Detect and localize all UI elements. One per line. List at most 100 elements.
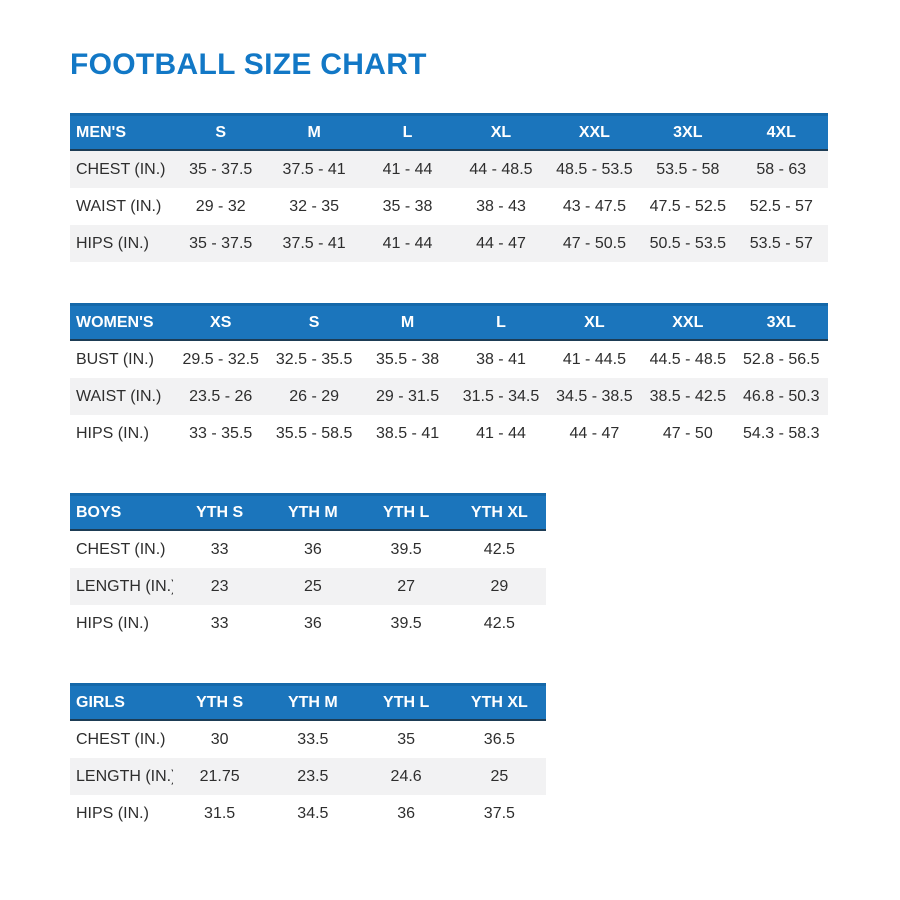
mens-size-col-header: 3XL (641, 113, 735, 151)
size-value: 27 (397, 577, 416, 595)
size-value: 25 (490, 767, 509, 785)
boys-size-col-header: YTH L (359, 493, 453, 531)
page-title: FOOTBALL SIZE CHART (70, 48, 427, 81)
size-value: 44.5 - 48.5 (649, 350, 727, 368)
size-value: 38.5 - 41 (375, 424, 440, 442)
size-value: 38.5 - 42.5 (649, 387, 727, 405)
row-label: CHEST (IN.) (76, 160, 166, 178)
size-value: 33.5 (297, 730, 329, 748)
womens-size-col-header: XXL (641, 303, 735, 341)
size-value: 29 (490, 577, 509, 595)
row-label: WAIST (IN.) (76, 387, 162, 405)
size-value: 43 - 47.5 (562, 197, 626, 215)
size-value: 33 (210, 614, 229, 632)
size-value: 47 - 50 (662, 424, 713, 442)
size-tables: MEN'S S M L XL XXL 3XL 4XL CHEST (IN.) 35 - 37.5 3… (70, 113, 830, 832)
girls-size-col-header: YTH XL (452, 683, 546, 721)
size-value: 37.5 - 41 (282, 160, 346, 178)
mens-size-col-header: XXL (547, 113, 642, 151)
size-value: 29 - 32 (195, 197, 246, 215)
size-value: 41 - 44 (382, 234, 433, 252)
size-value: 35 - 37.5 (189, 234, 253, 252)
girls-row-2: HIPS (IN.) 31.5 34.5 36 37.5 (70, 795, 546, 832)
size-value: 46.8 - 50.3 (743, 387, 820, 405)
size-value: 33 - 35.5 (189, 424, 253, 442)
boys-size-table: BOYS YTH S YTH M YTH L YTH XL CHEST (IN.) 33 36… (70, 493, 546, 642)
mens-size-table: MEN'S S M L XL XXL 3XL 4XL CHEST (IN.) 35 - 37.5 3… (70, 113, 828, 262)
size-value: 38 - 43 (476, 197, 526, 215)
mens-size-col-header: S (174, 113, 268, 151)
size-value: 41 - 44 (476, 424, 526, 442)
girls-row-0: CHEST (IN.) 30 33.5 35 36.5 (70, 720, 546, 758)
womens-size-col-header: M (360, 303, 455, 341)
size-value: 36 (303, 540, 322, 558)
boys-table-title: BOYS (70, 493, 173, 531)
mens-row-0: CHEST (IN.) 35 - 37.5 37.5 - 41 41 - 44 44 -… (70, 150, 828, 188)
boys-row-2: HIPS (IN.) 33 36 39.5 42.5 (70, 605, 546, 642)
size-value: 31.5 - 34.5 (462, 387, 540, 405)
size-value: 47 - 50.5 (562, 234, 626, 252)
row-label: HIPS (IN.) (76, 424, 149, 442)
boys-row-0: CHEST (IN.) 33 36 39.5 42.5 (70, 530, 546, 568)
size-value: 53.5 - 57 (749, 234, 813, 252)
size-value: 48.5 - 53.5 (556, 160, 633, 178)
size-value: 47.5 - 52.5 (649, 197, 727, 215)
row-label: LENGTH (IN.) (76, 767, 173, 785)
size-value: 29 - 31.5 (375, 387, 440, 405)
size-value: 58 - 63 (756, 160, 807, 178)
size-value: 26 - 29 (289, 387, 340, 405)
row-label: HIPS (IN.) (76, 234, 149, 252)
size-value: 52.8 - 56.5 (743, 350, 820, 368)
row-label: CHEST (IN.) (76, 540, 166, 558)
mens-header-row: MEN'S S M L XL XXL 3XL 4XL (70, 113, 828, 151)
boys-size-col-header: YTH S (173, 493, 267, 531)
womens-size-table: WOMEN'S XS S M L XL XXL 3XL BUST (IN.) 29.5 - 32.… (70, 303, 828, 452)
size-value: 35 - 38 (382, 197, 433, 215)
girls-row-1: LENGTH (IN.) 21.75 23.5 24.6 25 (70, 758, 546, 795)
size-value: 25 (303, 577, 322, 595)
boys-size-col-header: YTH XL (452, 493, 546, 531)
size-value: 41 - 44 (382, 160, 433, 178)
row-label: HIPS (IN.) (76, 804, 149, 822)
size-value: 36.5 (483, 730, 515, 748)
size-value: 42.5 (483, 614, 515, 632)
size-value: 23 (210, 577, 229, 595)
womens-size-col-header: XS (174, 303, 268, 341)
mens-row-2: HIPS (IN.) 35 - 37.5 37.5 - 41 41 - 44 44 - … (70, 225, 828, 262)
size-value: 52.5 - 57 (749, 197, 813, 215)
size-value: 54.3 - 58.3 (743, 424, 820, 442)
mens-table-title: MEN'S (70, 113, 174, 151)
row-label: BUST (IN.) (76, 350, 154, 368)
girls-table-title: GIRLS (70, 683, 173, 721)
girls-size-table: GIRLS YTH S YTH M YTH L YTH XL CHEST (IN.) 30 3… (70, 683, 546, 832)
boys-size-col-header: YTH M (266, 493, 360, 531)
girls-size-col-header: YTH M (266, 683, 360, 721)
womens-header-row: WOMEN'S XS S M L XL XXL 3XL (70, 303, 828, 341)
mens-size-col-header: L (360, 113, 455, 151)
size-value: 34.5 (297, 804, 329, 822)
size-value: 32.5 - 35.5 (275, 350, 353, 368)
size-value: 42.5 (483, 540, 515, 558)
size-value: 35 - 37.5 (189, 160, 253, 178)
size-chart-page: FOOTBALL SIZE CHART MEN'S S M L XL XXL 3XL 4XL C… (70, 48, 830, 832)
size-value: 35.5 - 58.5 (275, 424, 353, 442)
size-value: 23.5 - 26 (189, 387, 253, 405)
womens-size-col-header: L (454, 303, 548, 341)
size-value: 32 - 35 (289, 197, 340, 215)
girls-header-row: GIRLS YTH S YTH M YTH L YTH XL (70, 683, 546, 721)
boys-row-1: LENGTH (IN.) 23 25 27 29 (70, 568, 546, 605)
row-label: LENGTH (IN.) (76, 577, 173, 595)
size-value: 36 (303, 614, 322, 632)
boys-header-row: BOYS YTH S YTH M YTH L YTH XL (70, 493, 546, 531)
size-value: 38 - 41 (476, 350, 526, 368)
size-value: 24.6 (390, 767, 422, 785)
size-value: 35 (397, 730, 416, 748)
size-value: 41 - 44.5 (562, 350, 626, 368)
size-value: 34.5 - 38.5 (556, 387, 633, 405)
row-label: HIPS (IN.) (76, 614, 149, 632)
mens-size-col-header: M (267, 113, 361, 151)
womens-row-0: BUST (IN.) 29.5 - 32.5 32.5 - 35.5 35.5 - 3… (70, 340, 828, 378)
size-value: 39.5 (390, 540, 422, 558)
size-value: 35.5 - 38 (375, 350, 440, 368)
size-value: 23.5 (297, 767, 329, 785)
